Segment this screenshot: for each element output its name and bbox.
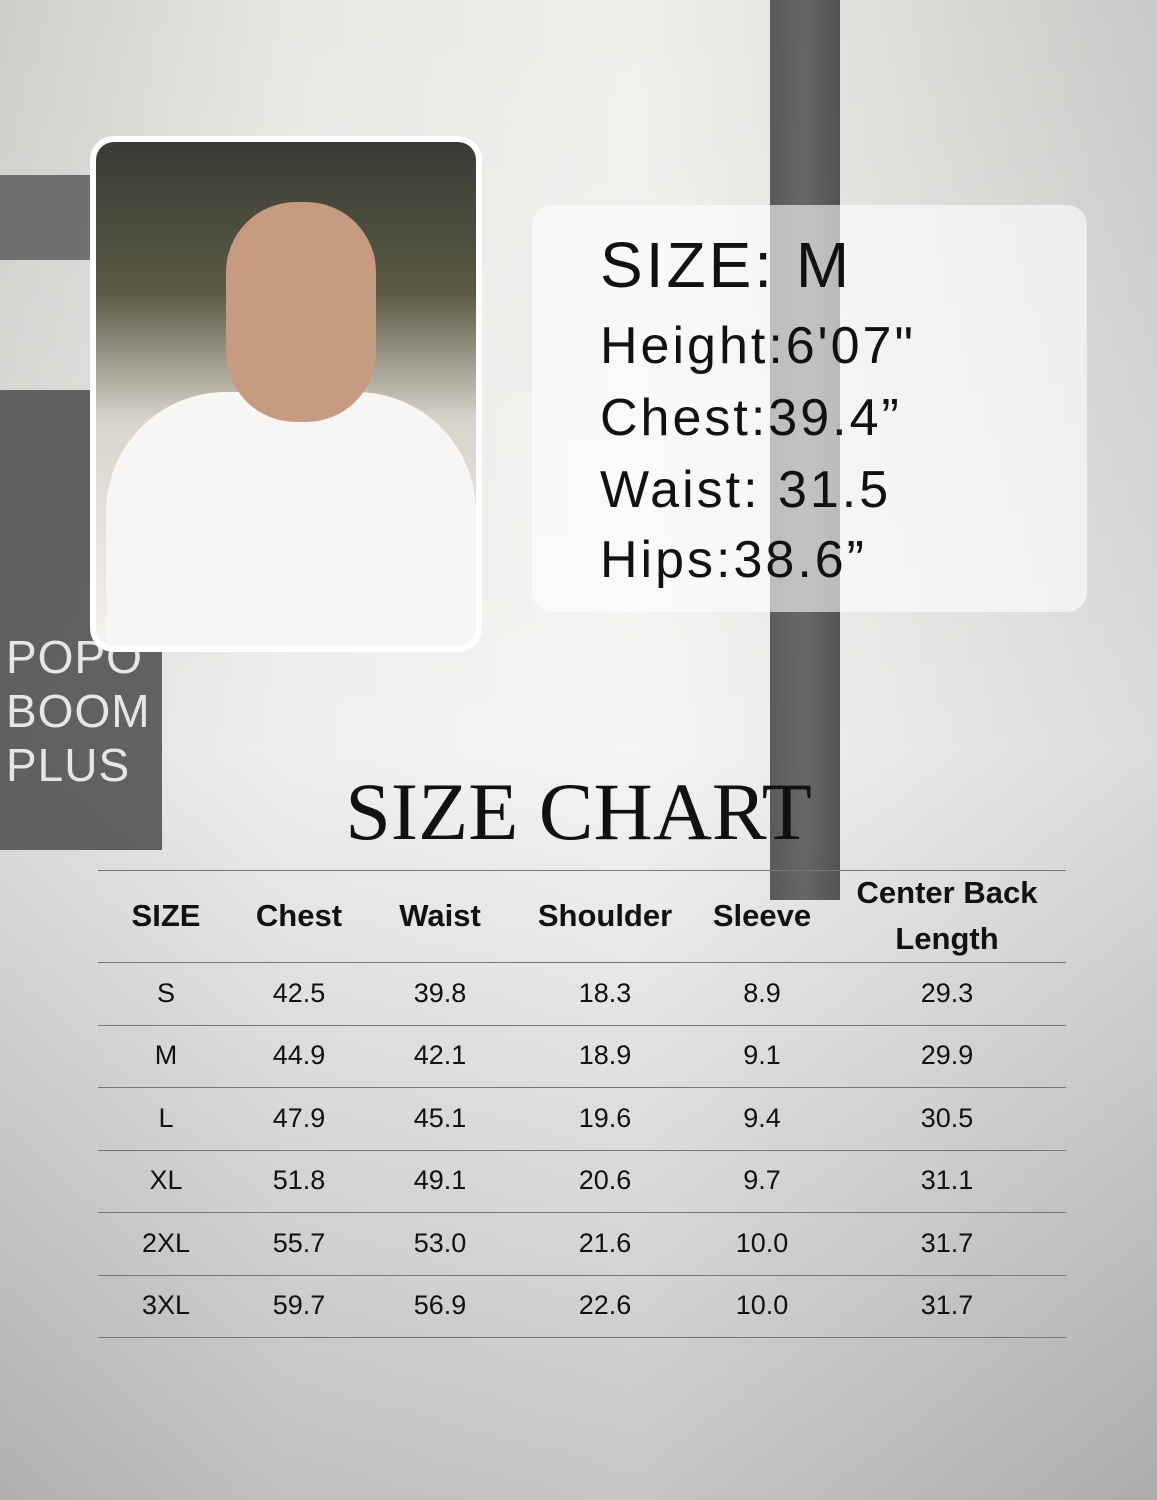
table-cell: 29.9	[920, 1040, 974, 1071]
table-cell: 55.7	[272, 1227, 326, 1258]
model-measure: Waist: 31.5	[600, 461, 892, 519]
table-cell: 29.3	[920, 977, 974, 1008]
model-measure: Hips:38.6”	[600, 531, 867, 589]
table-header: SIZE	[131, 898, 201, 933]
model-measure: Height:6'07"	[600, 317, 916, 375]
model-photo	[90, 136, 482, 652]
table-cell: 51.8	[272, 1165, 326, 1196]
table-border	[98, 870, 1066, 871]
table-cell: 19.6	[578, 1102, 632, 1133]
table-header: Center Back Length	[856, 875, 1038, 956]
table-cell: 2XL	[141, 1227, 191, 1258]
table-border	[98, 1274, 1066, 1276]
table-header: Sleeve	[712, 898, 812, 933]
table-border	[98, 1212, 1066, 1213]
table-cell: 56.9	[413, 1290, 467, 1321]
table-cell: XL	[149, 1165, 183, 1196]
table-border	[98, 1337, 1066, 1338]
table-cell: 39.8	[413, 977, 467, 1008]
model-measure: Chest:39.4”	[600, 389, 902, 447]
table-cell: 3XL	[141, 1290, 191, 1321]
table-cell: 44.9	[272, 1040, 326, 1071]
table-cell: 9.1	[743, 1040, 781, 1071]
table-header: Shoulder	[537, 898, 673, 933]
model-info-box	[532, 205, 1087, 612]
table-cell: 31.7	[920, 1227, 974, 1258]
table-cell: 9.7	[743, 1165, 781, 1196]
table-cell: 18.3	[578, 977, 632, 1008]
table-cell: 18.9	[578, 1040, 632, 1071]
chart-title: SIZE CHART	[345, 766, 812, 857]
table-cell: 30.5	[920, 1102, 974, 1133]
table-cell: 53.0	[413, 1227, 467, 1258]
model-size: SIZE: M	[600, 229, 853, 301]
table-cell: 10.0	[735, 1290, 789, 1321]
table-cell: 49.1	[413, 1165, 467, 1196]
sign-text: BOOM	[6, 685, 151, 737]
table-cell: 9.4	[743, 1102, 781, 1133]
table-border	[98, 1024, 1066, 1026]
table-cell: L	[158, 1102, 174, 1133]
table-cell: M	[154, 1040, 178, 1071]
table-header: Chest	[255, 898, 343, 933]
table-cell: 42.5	[272, 977, 326, 1008]
table-cell: 31.1	[920, 1165, 974, 1196]
table-cell: 47.9	[272, 1102, 326, 1133]
table-cell: 21.6	[578, 1227, 632, 1258]
sign-text: PLUS	[6, 739, 131, 791]
table-cell: 45.1	[413, 1102, 467, 1133]
table-cell: 22.6	[578, 1290, 632, 1321]
table-cell: 42.1	[413, 1040, 467, 1071]
table-cell: 59.7	[272, 1290, 326, 1321]
table-border	[98, 962, 1066, 963]
table-header: Waist	[399, 898, 481, 933]
table-cell: S	[156, 977, 175, 1008]
table-border	[98, 1149, 1066, 1151]
table-cell: 31.7	[920, 1290, 974, 1321]
board	[0, 175, 100, 260]
table-cell: 8.9	[743, 977, 781, 1008]
face	[226, 202, 376, 422]
shirt	[106, 392, 476, 646]
table-cell: 20.6	[578, 1165, 632, 1196]
table-border	[98, 1087, 1066, 1088]
table-cell: 10.0	[735, 1227, 789, 1258]
